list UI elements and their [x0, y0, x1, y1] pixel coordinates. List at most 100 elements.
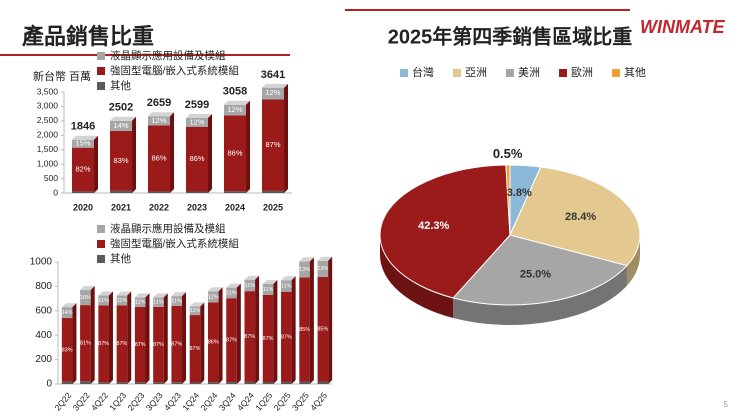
bar-side	[236, 283, 241, 384]
bar-segment	[262, 283, 274, 295]
legend-swatch	[97, 255, 105, 263]
bar-segment	[189, 306, 201, 316]
bar-segment	[261, 86, 285, 100]
segment-label: 87%	[153, 342, 164, 348]
legend-label: 其他	[624, 66, 646, 79]
bar-cap	[262, 279, 278, 284]
bar-cap	[147, 112, 175, 117]
y-tick-label: 600	[35, 305, 52, 316]
y-tick-label: 3,500	[37, 86, 59, 96]
bar-segment	[116, 295, 128, 306]
total-label: 2502	[109, 102, 133, 114]
bar-segment	[317, 260, 329, 277]
segment-label: 11%	[190, 308, 201, 314]
bar-cap	[116, 291, 132, 296]
bar-segment	[147, 191, 171, 193]
bar-side	[246, 100, 251, 193]
segment-label: 11%	[135, 300, 146, 306]
legend-label: 其他	[110, 79, 131, 92]
slice	[452, 234, 628, 306]
bar-segment	[281, 381, 292, 384]
bar-segment	[261, 99, 285, 191]
bar-side	[255, 275, 260, 384]
segment-label: 86%	[151, 153, 166, 162]
segment-label: 13%	[317, 266, 328, 272]
segment-label: 87%	[281, 334, 292, 340]
segment-label: 87%	[226, 338, 237, 344]
bar-segment	[98, 305, 109, 383]
bar-segment	[262, 381, 274, 384]
bar-segment	[71, 139, 95, 148]
bar-side	[127, 291, 132, 384]
bar-cap	[189, 302, 205, 307]
segment-label: 87%	[189, 346, 200, 352]
bar-segment	[80, 290, 91, 306]
legend-label: 液晶顯示應用設備及模組	[110, 222, 226, 235]
pie-title: 2025年第四季銷售區域比重	[388, 24, 633, 48]
slice	[509, 166, 641, 267]
segment-label: 11%	[281, 283, 292, 289]
bar-segment	[317, 381, 329, 384]
total-label: 3641	[261, 69, 285, 81]
bar-side	[182, 292, 187, 384]
segment-label: 87%	[244, 334, 255, 340]
bar-segment	[226, 298, 237, 383]
y-tick-label: 2,500	[37, 115, 59, 125]
x-tick-label: 2021	[111, 202, 131, 212]
bar-segment	[134, 382, 146, 384]
bar-cap	[226, 283, 241, 288]
slice	[505, 164, 511, 236]
segment-label: 83%	[62, 347, 73, 353]
segment-label: 83%	[113, 156, 128, 165]
bar-segment	[109, 190, 133, 193]
bar-segment	[244, 291, 256, 382]
bar-cap	[98, 291, 113, 296]
bar-side	[200, 302, 205, 384]
bar-side	[163, 293, 168, 384]
legend-label: 其他	[110, 252, 131, 265]
bar-segment	[244, 279, 256, 292]
bar-cap	[134, 293, 150, 298]
bar-side	[72, 303, 77, 384]
segment-label: 87%	[263, 336, 274, 342]
bar-segment	[189, 382, 201, 384]
segment-label: 14%	[62, 310, 73, 316]
bar-cap	[317, 256, 333, 261]
bar-segment	[116, 382, 128, 384]
bar-segment	[171, 305, 183, 383]
bar-segment	[61, 317, 73, 382]
legend-swatch	[400, 69, 408, 77]
total-label: 2659	[147, 97, 171, 109]
bar-segment	[207, 291, 219, 303]
segment-label: 11%	[153, 300, 164, 306]
y-tick-label: 500	[44, 173, 58, 183]
bar-cap	[223, 100, 251, 105]
segment-label: 11%	[117, 298, 128, 304]
segment-label: 86%	[208, 340, 219, 346]
bar-segment	[71, 147, 95, 192]
slice-side	[453, 265, 627, 326]
legend-swatch	[97, 225, 105, 233]
bar-segment	[207, 302, 219, 383]
bar-side	[309, 257, 314, 384]
y-tick-label: 200	[35, 354, 52, 365]
segment-label: 12%	[208, 294, 219, 300]
bar-cap	[71, 135, 99, 140]
segment-label: 86%	[227, 148, 242, 157]
slice-label: 42.3%	[418, 220, 449, 232]
segment-label: 12%	[227, 105, 242, 114]
bar-segment	[98, 295, 109, 306]
bar-side	[94, 135, 99, 193]
bar-side	[218, 287, 223, 384]
bar-segment	[262, 294, 274, 382]
legend-label: 強固型電腦/嵌入式系統模組	[110, 237, 239, 250]
segment-label: 12%	[151, 116, 166, 125]
bar-segment	[207, 382, 219, 384]
bar-side	[145, 293, 150, 384]
bar-side	[170, 112, 175, 193]
segment-label: 11%	[171, 298, 182, 304]
y-tick-label: 1,500	[37, 144, 59, 154]
bar-segment	[71, 191, 95, 193]
y-tick-label: 0	[46, 379, 52, 390]
